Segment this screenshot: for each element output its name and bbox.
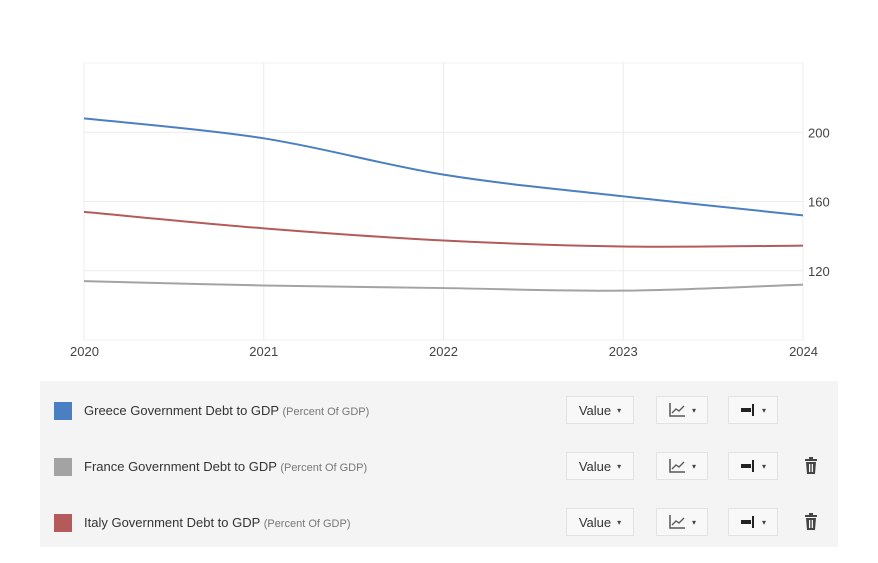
value-dropdown[interactable]: Value ▾ (566, 396, 634, 424)
caret-down-icon: ▾ (691, 461, 696, 471)
caret-down-icon: ▾ (691, 405, 696, 415)
series-line-france (83, 280, 804, 292)
x-tick-label: 2021 (249, 344, 278, 359)
legend-row-greece: Greece Government Debt to GDP (Percent O… (40, 391, 838, 431)
x-tick-label: 2022 (429, 344, 458, 359)
legend-row-france: France Government Debt to GDP (Percent O… (40, 447, 838, 487)
right-axis-icon (740, 460, 754, 472)
series-color-swatch[interactable] (54, 514, 72, 532)
trash-icon[interactable] (804, 513, 818, 531)
right-axis-icon (740, 516, 754, 528)
legend-row-italy: Italy Government Debt to GDP (Percent Of… (40, 503, 838, 543)
caret-down-icon: ▾ (617, 405, 622, 415)
y-tick-label: 200 (808, 125, 830, 140)
series-legend-panel: Greece Government Debt to GDP (Percent O… (40, 381, 838, 547)
chart-type-dropdown[interactable]: ▾ (656, 508, 708, 536)
line-chart: 2020 2021 2022 2023 2024 120 160 200 (70, 62, 830, 359)
right-axis-icon (740, 404, 754, 416)
caret-down-icon: ▾ (761, 461, 766, 471)
series-label: France Government Debt to GDP (Percent O… (84, 459, 368, 474)
axis-dropdown[interactable]: ▾ (728, 508, 778, 536)
y-tick-label: 120 (808, 264, 830, 279)
series-color-swatch[interactable] (54, 402, 72, 420)
y-tick-label: 160 (808, 195, 830, 210)
x-tick-label: 2024 (789, 344, 818, 359)
series-color-swatch[interactable] (54, 458, 72, 476)
value-dropdown[interactable]: Value ▾ (566, 452, 634, 480)
x-tick-label: 2020 (70, 344, 99, 359)
caret-down-icon: ▾ (617, 517, 622, 527)
line-chart-icon (669, 403, 685, 417)
caret-down-icon: ▾ (691, 517, 696, 527)
chart-type-dropdown[interactable]: ▾ (656, 452, 708, 480)
caret-down-icon: ▾ (761, 517, 766, 527)
caret-down-icon: ▾ (617, 461, 622, 471)
line-chart-icon (669, 515, 685, 529)
series-line-italy (83, 210, 804, 248)
trash-icon[interactable] (804, 457, 818, 475)
series-label: Italy Government Debt to GDP (Percent Of… (84, 515, 351, 530)
caret-down-icon: ▾ (761, 405, 766, 415)
axis-dropdown[interactable]: ▾ (728, 396, 778, 424)
x-tick-label: 2023 (609, 344, 638, 359)
series-line-greece (83, 117, 804, 217)
value-dropdown[interactable]: Value ▾ (566, 508, 634, 536)
axis-dropdown[interactable]: ▾ (728, 452, 778, 480)
series-label: Greece Government Debt to GDP (Percent O… (84, 403, 370, 418)
line-chart-icon (669, 459, 685, 473)
chart-type-dropdown[interactable]: ▾ (656, 396, 708, 424)
